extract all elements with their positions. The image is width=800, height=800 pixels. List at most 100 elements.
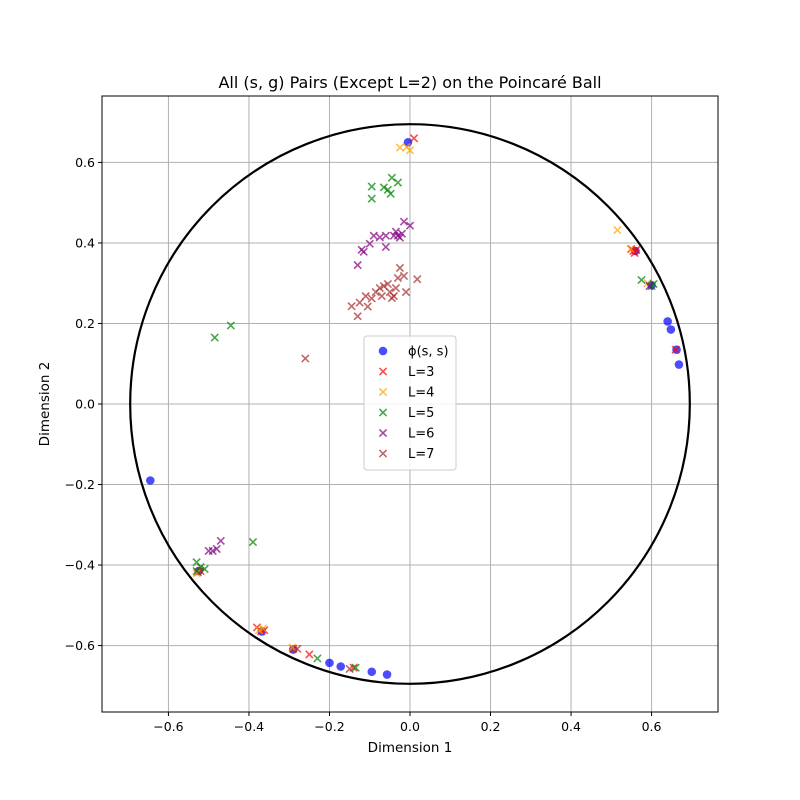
series-0-point [367, 667, 377, 677]
series-3-point [210, 333, 219, 342]
x-tick-label: −0.6 [153, 719, 183, 734]
series-4-point [212, 544, 221, 554]
series-2-point [192, 568, 201, 578]
series-4-point [369, 231, 378, 240]
series-3-point [248, 537, 258, 547]
series-5-point [293, 644, 302, 653]
legend-label: L=7 [408, 447, 434, 462]
series-0-point [663, 317, 672, 326]
series-3-point [367, 182, 376, 191]
y-tick-label: −0.4 [65, 558, 95, 573]
boundary-circle [129, 123, 691, 685]
series-5-point [413, 275, 422, 284]
legend-marker [378, 387, 388, 397]
series-5-point [353, 312, 362, 321]
series-2-point [405, 146, 415, 155]
series-3-point [200, 564, 209, 574]
series-4-point [381, 231, 391, 240]
legend-label: L=3 [408, 365, 434, 380]
series-4-point [365, 239, 374, 248]
y-tick-label: −0.2 [65, 477, 95, 492]
y-tick-label: 0.0 [75, 397, 95, 412]
series-0-point [666, 325, 676, 334]
x-axis-label: Dimension 1 [368, 740, 453, 756]
series-3-point [379, 183, 388, 192]
series-3-point [351, 663, 360, 672]
series-5-point [347, 301, 356, 311]
series-0-point [336, 662, 346, 671]
legend-marker [378, 449, 388, 458]
series-3-point [647, 281, 656, 291]
series-5-point [399, 271, 409, 281]
series-4-point [397, 229, 407, 238]
series-5-point [389, 291, 399, 301]
series-4-point [645, 281, 654, 291]
series-5-point [377, 291, 386, 301]
series-3-point [192, 566, 201, 576]
poincare-boundary [129, 123, 691, 685]
series-2-point [613, 225, 622, 235]
x-tick-label: −0.2 [314, 719, 344, 734]
x-tick-label: 0.0 [400, 719, 420, 734]
series-3-point [367, 194, 376, 203]
series-5-point [393, 273, 403, 283]
legend-marker [378, 428, 388, 438]
y-tick-label: 0.6 [75, 155, 95, 170]
series-3-point [387, 173, 397, 182]
legend-marker [378, 346, 388, 356]
y-tick-label: 0.2 [75, 316, 95, 331]
series-3-point [383, 185, 393, 194]
series-2-point [395, 143, 405, 152]
series-4-point [216, 536, 225, 546]
y-tick-label: 0.4 [75, 235, 95, 250]
series-2-point [258, 624, 268, 633]
series-4-point [359, 247, 368, 256]
series-0-point [674, 360, 684, 369]
legend-marker [378, 367, 388, 376]
x-tick-label: 0.4 [561, 719, 581, 734]
series-4-point [405, 221, 415, 230]
series-5-point [355, 298, 364, 307]
series-5-point [383, 279, 393, 289]
legend-label: L=6 [408, 427, 434, 442]
axis-ticks: −0.6 −0.4 −0.2 0.0 0.2 0.4 0.6 −0.6 −0.4 −0.2 0.0 0… [65, 155, 662, 734]
series-4-point [395, 233, 405, 242]
series-5-point [395, 263, 405, 273]
legend-marker [378, 408, 388, 417]
chart-title: All (s, g) Pairs (Except L=2) on the Poi… [218, 73, 601, 92]
series-4-point [381, 242, 391, 252]
series-4-point [353, 260, 362, 270]
x-tick-label: −0.4 [234, 719, 264, 734]
series-3-point [226, 321, 236, 330]
series-5-point [361, 291, 370, 301]
legend-label: L=4 [408, 386, 434, 401]
series-4-point [399, 217, 409, 226]
series-4-point [208, 546, 217, 556]
series-1-point [671, 345, 680, 354]
series-3-point [637, 275, 646, 285]
series-5-point [401, 287, 411, 297]
series-2-point [626, 244, 635, 254]
series-0-point [146, 476, 155, 485]
legend: ϕ(s, s) L=3 L=4 L=5 L=6 L=7 [363, 335, 457, 471]
x-tick-label: 0.2 [481, 719, 501, 734]
series-0-point [325, 658, 334, 668]
series-5-point [379, 281, 388, 291]
data-points [146, 134, 684, 679]
series-5-point [363, 302, 372, 311]
series-5-point [301, 354, 310, 363]
y-tick-label: −0.6 [65, 638, 95, 653]
series-3-point [386, 189, 395, 199]
y-axis-label: Dimension 2 [37, 362, 53, 447]
series-1-point [305, 650, 314, 659]
series-0-point [382, 670, 392, 679]
series-5-point [375, 283, 384, 293]
legend-label: L=5 [408, 406, 434, 421]
series-5-point [391, 283, 401, 293]
series-1-point [409, 134, 419, 143]
x-tick-label: 0.6 [642, 719, 662, 734]
legend-label: ϕ(s, s) [408, 345, 449, 360]
series-5-point [367, 294, 376, 303]
series-3-point [313, 654, 322, 663]
